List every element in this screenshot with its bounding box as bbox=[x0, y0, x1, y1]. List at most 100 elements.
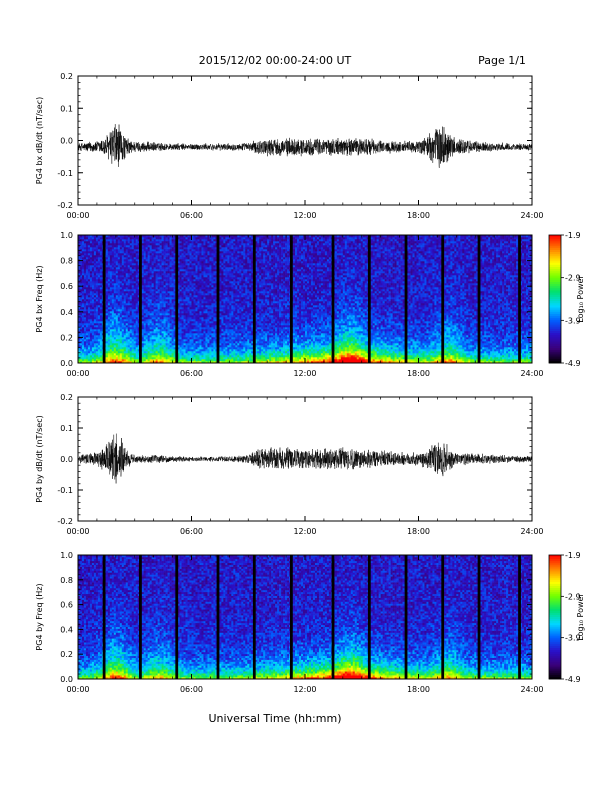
spectrogram-cell bbox=[162, 331, 164, 333]
spectrogram-cell bbox=[96, 291, 98, 293]
spectrogram-cell bbox=[90, 271, 92, 273]
spectrogram-cell bbox=[136, 299, 138, 301]
spectrogram-cell bbox=[128, 287, 130, 289]
spectrogram-cell bbox=[86, 329, 88, 331]
spectrogram-cell bbox=[126, 337, 128, 339]
spectrogram-cell bbox=[130, 341, 132, 343]
spectrogram-cell bbox=[108, 297, 110, 299]
spectrogram-cell bbox=[92, 275, 94, 277]
spectrogram-cell bbox=[96, 251, 98, 253]
spectrogram-cell bbox=[86, 355, 88, 357]
spectrogram-cell bbox=[114, 323, 116, 325]
spectrogram-cell bbox=[124, 297, 126, 299]
spectrogram-cell bbox=[82, 283, 84, 285]
spectrogram-cell bbox=[94, 357, 96, 359]
spectrogram-cell bbox=[106, 313, 108, 315]
spectrogram-cell bbox=[132, 301, 134, 303]
spectrogram-cell bbox=[120, 297, 122, 299]
spectrogram-cell bbox=[106, 315, 108, 317]
spectrogram-cell bbox=[96, 349, 98, 351]
spectrogram-cell bbox=[118, 249, 120, 251]
spectrogram-cell bbox=[156, 311, 158, 313]
spectrogram-cell bbox=[116, 239, 118, 241]
spectrogram-cell bbox=[128, 253, 130, 255]
spectrogram-cell bbox=[88, 319, 90, 321]
spectrogram-cell bbox=[154, 293, 156, 295]
spectrogram-cell bbox=[122, 359, 124, 361]
spectrogram-cell bbox=[124, 287, 126, 289]
spectrogram-cell bbox=[168, 349, 170, 351]
spectrogram-cell bbox=[148, 321, 150, 323]
spectrogram-cell bbox=[146, 249, 148, 251]
spectrogram-cell bbox=[96, 317, 98, 319]
spectrogram-cell bbox=[98, 341, 100, 343]
spectrogram-cell bbox=[134, 333, 136, 335]
spectrogram-cell bbox=[162, 339, 164, 341]
spectrogram-cell bbox=[120, 275, 122, 277]
spectrogram-cell bbox=[110, 237, 112, 239]
spectrogram-cell bbox=[92, 287, 94, 289]
spectrogram-cell bbox=[94, 281, 96, 283]
spectrogram-cell bbox=[152, 267, 154, 269]
spectrogram-cell bbox=[150, 281, 152, 283]
spectrogram-cell bbox=[148, 335, 150, 337]
spectrogram-cell bbox=[144, 341, 146, 343]
spectrogram-cell bbox=[116, 241, 118, 243]
spectrogram-cell bbox=[120, 331, 122, 333]
spectrogram-cell bbox=[110, 341, 112, 343]
spectrogram-cell bbox=[116, 273, 118, 275]
spectrogram-cell bbox=[136, 251, 138, 253]
spectrogram-cell bbox=[128, 311, 130, 313]
spectrogram-cell bbox=[166, 293, 168, 295]
spectrogram-cell bbox=[112, 357, 114, 359]
spectrogram-cell bbox=[86, 291, 88, 293]
spectrogram-cell bbox=[134, 281, 136, 283]
spectrogram-cell bbox=[132, 357, 134, 359]
spectrogram-cell bbox=[120, 341, 122, 343]
spectrogram-cell bbox=[86, 271, 88, 273]
spectrogram-cell bbox=[148, 317, 150, 319]
spectrogram-cell bbox=[166, 257, 168, 259]
spectrogram-cell bbox=[146, 267, 148, 269]
spectrogram-cell bbox=[152, 301, 154, 303]
spectrogram-cell bbox=[158, 255, 160, 257]
spectrogram-cell bbox=[162, 265, 164, 267]
spectrogram-cell bbox=[86, 307, 88, 309]
spectrogram-cell bbox=[106, 273, 108, 275]
spectrogram-cell bbox=[132, 315, 134, 317]
spectrogram-cell bbox=[144, 331, 146, 333]
spectrogram-cell bbox=[150, 353, 152, 355]
spectrogram-cell bbox=[150, 313, 152, 315]
spectrogram-cell bbox=[126, 267, 128, 269]
spectrogram-cell bbox=[96, 283, 98, 285]
spectrogram-cell bbox=[156, 269, 158, 271]
spectrogram-cell bbox=[136, 247, 138, 249]
spectrogram-cell bbox=[158, 301, 160, 303]
spectrogram-cell bbox=[152, 351, 154, 353]
spectrogram-cell bbox=[110, 277, 112, 279]
spectrogram-cell bbox=[88, 297, 90, 299]
spectrogram-cell bbox=[156, 241, 158, 243]
spectrogram-cell bbox=[108, 311, 110, 313]
spectrogram-cell bbox=[156, 255, 158, 257]
spectrogram-cell bbox=[98, 237, 100, 239]
spectrogram-cell bbox=[120, 351, 122, 353]
spectrogram-cell bbox=[156, 293, 158, 295]
spectrogram-cell bbox=[160, 277, 162, 279]
spectrogram-cell bbox=[80, 359, 82, 361]
spectrogram-cell bbox=[90, 273, 92, 275]
spectrogram-cell bbox=[168, 253, 170, 255]
spectrogram-cell bbox=[110, 297, 112, 299]
spectrogram-cell bbox=[142, 355, 144, 357]
spectrogram-cell bbox=[120, 251, 122, 253]
spectrogram-cell bbox=[170, 297, 172, 299]
spectrogram-cell bbox=[96, 343, 98, 345]
spectrogram-cell bbox=[128, 239, 130, 241]
spectrogram-cell bbox=[108, 309, 110, 311]
spectrogram-cell bbox=[118, 303, 120, 305]
spectrogram-cell bbox=[112, 339, 114, 341]
spectrogram-cell bbox=[142, 247, 144, 249]
spectrogram-cell bbox=[120, 323, 122, 325]
spectrogram-cell bbox=[82, 261, 84, 263]
spectrogram-cell bbox=[92, 305, 94, 307]
